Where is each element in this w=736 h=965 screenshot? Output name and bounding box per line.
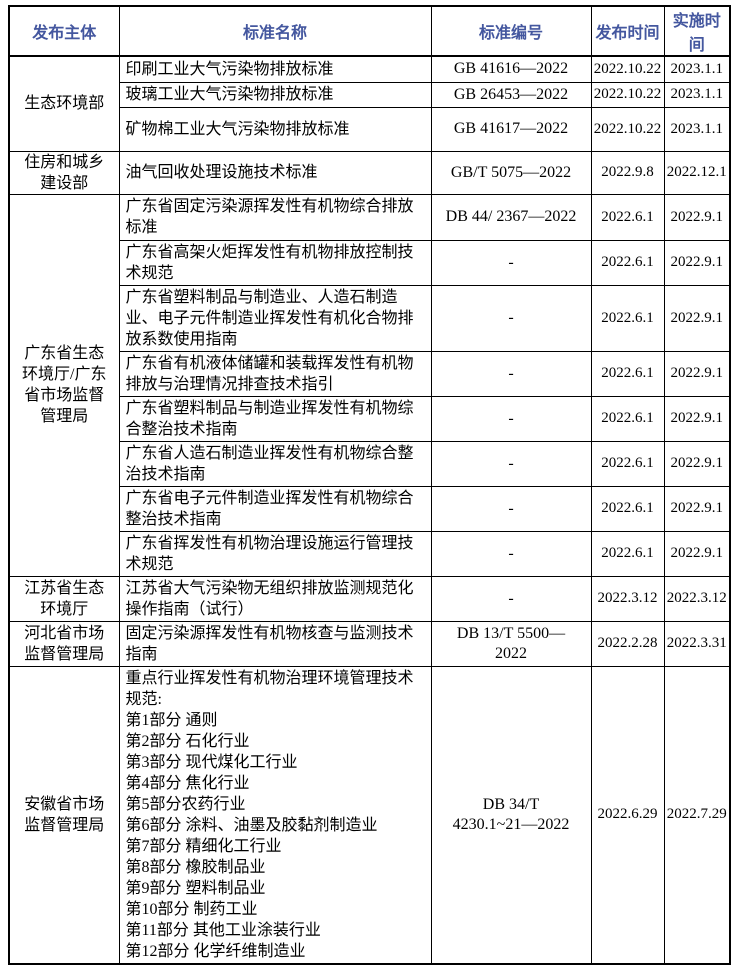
effective-date-cell: 2022.9.1 [663, 395, 731, 442]
standard-name-cell: 广东省高架火炬挥发性有机物排放控制技术规范 [118, 239, 432, 286]
effective-date-cell: 2022.7.29 [663, 665, 731, 964]
standard-code-cell: - [430, 485, 592, 532]
effective-date-cell: 2022.9.1 [663, 350, 731, 397]
publish-date-cell: 2022.10.22 [590, 106, 665, 152]
table-row: 广东省有机液体储罐和装载挥发性有机物排放与治理情况排查技术指引 - 2022.6… [9, 350, 731, 397]
table-row: 河北省市场 监督管理局 固定污染源挥发性有机物核查与监测技术指南 DB 13/T… [8, 620, 731, 667]
table-row: 广东省生态 环境厅/广东 省市场监督 管理局 广东省固定污染源挥发性有机物综合排… [8, 193, 731, 577]
standards-table: 发布主体 标准名称 标准编号 发布时间 实施时间 生态环境部 印刷工业大气污染物… [8, 5, 731, 965]
standard-name-cell: 广东省塑料制品与制造业挥发性有机物综合整治技术指南 [118, 395, 432, 442]
effective-date-cell: 2022.9.1 [663, 485, 731, 532]
publish-date-cell: 2022.10.22 [590, 55, 665, 83]
standard-code-cell: DB 44/ 2367—2022 [430, 193, 592, 241]
column-header-standard-code: 标准编号 [430, 5, 592, 57]
publish-date-cell: 2022.6.29 [590, 665, 665, 964]
publish-date-cell: 2022.3.12 [590, 575, 665, 622]
column-header-effective-date: 实施时间 [663, 5, 731, 57]
standard-name-cell: 广东省电子元件制造业挥发性有机物综合整治技术指南 [118, 485, 432, 532]
table-row: 广东省高架火炬挥发性有机物排放控制技术规范 - 2022.6.1 2022.9.… [9, 239, 731, 286]
table-row: 安徽省市场 监督管理局 重点行业挥发性有机物治理环境管理技术 规范: 第1部分 … [8, 665, 731, 964]
effective-date-cell: 2023.1.1 [663, 55, 731, 83]
table-row: 住房和城乡 建设部 油气回收处理设施技术标准 GB/T 5075—2022 20… [8, 150, 731, 195]
publisher-cell: 住房和城乡 建设部 [8, 150, 120, 195]
standard-name-cell: 广东省固定污染源挥发性有机物综合排放标准 [118, 193, 432, 241]
header-row: 发布主体 标准名称 标准编号 发布时间 实施时间 [8, 5, 731, 57]
standard-code-cell: - [430, 440, 592, 487]
standard-code-cell: - [430, 284, 592, 352]
standard-name-cell: 广东省塑料制品与制造业、人造石制造业、电子元件制造业挥发性有机化合物排放系数使用… [118, 284, 432, 352]
effective-date-cell: 2022.9.1 [663, 440, 731, 487]
standard-code-cell: GB 41616—2022 [430, 55, 592, 83]
publish-date-cell: 2022.9.8 [590, 150, 665, 195]
effective-date-cell: 2022.9.1 [663, 530, 731, 577]
standard-name-cell: 印刷工业大气污染物排放标准 [118, 55, 432, 83]
publisher-cell: 河北省市场 监督管理局 [8, 620, 120, 667]
standard-name-cell: 广东省挥发性有机物治理设施运行管理技术规范 [118, 530, 432, 577]
publish-date-cell: 2022.6.1 [590, 530, 665, 577]
table-row: 广东省人造石制造业挥发性有机物综合整治技术指南 - 2022.6.1 2022.… [9, 440, 731, 487]
publisher-cell: 生态环境部 [8, 55, 120, 152]
table-row: 矿物棉工业大气污染物排放标准 GB 41617—2022 2022.10.22 … [9, 106, 731, 152]
table-row: 玻璃工业大气污染物排放标准 GB 26453—2022 2022.10.22 2… [9, 81, 731, 108]
publish-date-cell: 2022.6.1 [590, 284, 665, 352]
standard-name-cell: 固定污染源挥发性有机物核查与监测技术指南 [118, 620, 432, 667]
effective-date-cell: 2023.1.1 [663, 106, 731, 152]
standard-code-cell: - [430, 530, 592, 577]
publish-date-cell: 2022.2.28 [590, 620, 665, 667]
column-header-standard-name: 标准名称 [118, 5, 432, 57]
table-row: 江苏省生态 环境厅 江苏省大气污染物无组织排放监测规范化操作指南（试行） - 2… [8, 575, 731, 622]
effective-date-cell: 2022.9.1 [663, 284, 731, 352]
standard-name-cell: 江苏省大气污染物无组织排放监测规范化操作指南（试行） [118, 575, 432, 622]
effective-date-cell: 2022.3.12 [663, 575, 731, 622]
column-header-publish-date: 发布时间 [590, 5, 665, 57]
publish-date-cell: 2022.6.1 [590, 350, 665, 397]
standard-code-cell: DB 13/T 5500— 2022 [430, 620, 592, 667]
publish-date-cell: 2022.6.1 [590, 440, 665, 487]
standard-code-cell: DB 34/T 4230.1~21—2022 [430, 665, 592, 964]
publish-date-cell: 2022.6.1 [590, 485, 665, 532]
table-row: 广东省挥发性有机物治理设施运行管理技术规范 - 2022.6.1 2022.9.… [9, 530, 731, 577]
table-row: 生态环境部 印刷工业大气污染物排放标准 GB 41616—2022 2022.1… [8, 55, 731, 152]
standard-name-cell: 重点行业挥发性有机物治理环境管理技术 规范: 第1部分 通则 第2部分 石化行业… [118, 665, 432, 964]
standard-code-cell: GB/T 5075—2022 [430, 150, 592, 195]
effective-date-cell: 2022.9.1 [663, 239, 731, 286]
standard-name-cell: 油气回收处理设施技术标准 [118, 150, 432, 195]
publish-date-cell: 2022.10.22 [590, 81, 665, 108]
publisher-cell: 安徽省市场 监督管理局 [8, 665, 120, 964]
publish-date-cell: 2022.6.1 [590, 239, 665, 286]
effective-date-cell: 2023.1.1 [663, 81, 731, 108]
table-row: 广东省塑料制品与制造业挥发性有机物综合整治技术指南 - 2022.6.1 202… [9, 395, 731, 442]
standard-name-cell: 广东省有机液体储罐和装载挥发性有机物排放与治理情况排查技术指引 [118, 350, 432, 397]
standard-name-cell: 玻璃工业大气污染物排放标准 [118, 81, 432, 108]
standard-name-cell: 矿物棉工业大气污染物排放标准 [118, 106, 432, 152]
publisher-cell: 江苏省生态 环境厅 [8, 575, 120, 622]
publish-date-cell: 2022.6.1 [590, 193, 665, 241]
effective-date-cell: 2022.12.1 [663, 150, 731, 195]
publish-date-cell: 2022.6.1 [590, 395, 665, 442]
standard-code-cell: GB 26453—2022 [430, 81, 592, 108]
standard-code-cell: GB 41617—2022 [430, 106, 592, 152]
standard-code-cell: - [430, 239, 592, 286]
effective-date-cell: 2022.9.1 [663, 193, 731, 241]
standard-code-cell: - [430, 575, 592, 622]
effective-date-cell: 2022.3.31 [663, 620, 731, 667]
standard-code-cell: - [430, 350, 592, 397]
standard-name-cell: 广东省人造石制造业挥发性有机物综合整治技术指南 [118, 440, 432, 487]
column-header-publisher: 发布主体 [8, 5, 120, 57]
standard-code-cell: - [430, 395, 592, 442]
publisher-cell: 广东省生态 环境厅/广东 省市场监督 管理局 [8, 193, 120, 577]
table-row: 广东省塑料制品与制造业、人造石制造业、电子元件制造业挥发性有机化合物排放系数使用… [9, 284, 731, 352]
